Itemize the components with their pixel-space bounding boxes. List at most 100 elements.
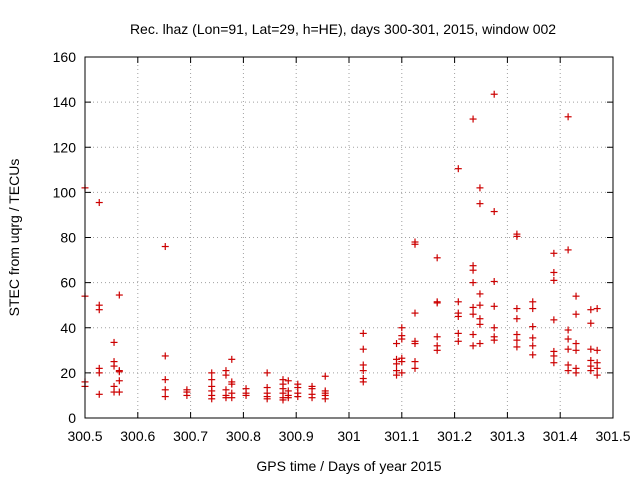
data-point bbox=[550, 268, 558, 276]
data-point bbox=[593, 346, 601, 354]
data-point bbox=[529, 323, 537, 331]
data-point bbox=[572, 292, 580, 300]
data-point bbox=[454, 165, 462, 173]
y-tick-label: 20 bbox=[60, 365, 76, 381]
data-point bbox=[95, 306, 103, 314]
data-point bbox=[490, 302, 498, 310]
data-point bbox=[490, 324, 498, 332]
y-tick-label: 100 bbox=[53, 184, 77, 200]
data-point bbox=[593, 305, 601, 313]
data-point bbox=[513, 305, 521, 313]
data-point bbox=[564, 246, 572, 254]
data-point bbox=[321, 395, 329, 403]
data-point bbox=[263, 369, 271, 377]
x-tick-label: 300.9 bbox=[279, 428, 314, 444]
x-axis-title: GPS time / Days of year 2015 bbox=[256, 458, 441, 474]
data-point bbox=[593, 371, 601, 379]
data-point bbox=[433, 333, 441, 341]
data-point bbox=[454, 312, 462, 320]
x-axis-ticks: 300.5 300.6 300.7 300.8 300.9 301 301.1 301.2 30… bbox=[67, 57, 631, 444]
data-point bbox=[550, 249, 558, 257]
data-point bbox=[228, 380, 236, 388]
data-point bbox=[284, 377, 292, 385]
data-point bbox=[513, 343, 521, 351]
data-point bbox=[433, 299, 441, 307]
data-point bbox=[564, 367, 572, 375]
data-point bbox=[228, 355, 236, 363]
y-tick-label: 40 bbox=[60, 320, 76, 336]
data-point bbox=[564, 345, 572, 353]
x-tick-label: 300.5 bbox=[67, 428, 102, 444]
data-point bbox=[161, 393, 169, 401]
x-tick-label: 300.6 bbox=[120, 428, 155, 444]
data-point bbox=[476, 340, 484, 348]
data-point bbox=[529, 298, 537, 306]
y-tick-label: 140 bbox=[53, 94, 77, 110]
y-tick-label: 60 bbox=[60, 275, 76, 291]
data-point bbox=[398, 369, 406, 377]
data-point bbox=[550, 316, 558, 324]
data-point bbox=[411, 240, 419, 248]
data-point bbox=[454, 298, 462, 306]
data-point bbox=[115, 388, 123, 396]
data-point bbox=[469, 331, 477, 339]
data-point bbox=[359, 345, 367, 353]
data-point bbox=[469, 266, 477, 274]
x-tick-label: 301.4 bbox=[543, 428, 578, 444]
chart-title: Rec. lhaz (Lon=91, Lat=29, h=HE), days 3… bbox=[130, 21, 556, 37]
data-point bbox=[433, 346, 441, 354]
data-point bbox=[469, 303, 477, 311]
data-point bbox=[469, 279, 477, 287]
data-point bbox=[587, 367, 595, 375]
data-point bbox=[263, 395, 271, 403]
data-point bbox=[161, 243, 169, 251]
data-point bbox=[208, 395, 216, 403]
data-point bbox=[411, 364, 419, 372]
x-tick-label: 300.8 bbox=[226, 428, 261, 444]
data-point bbox=[476, 320, 484, 328]
data-point bbox=[469, 115, 477, 123]
y-axis-ticks: 0 20 40 60 80 100 120 140 160 bbox=[53, 49, 613, 426]
data-point bbox=[564, 335, 572, 343]
plot-frame bbox=[84, 56, 614, 419]
data-point bbox=[110, 362, 118, 370]
data-point bbox=[411, 309, 419, 317]
data-point bbox=[550, 352, 558, 360]
data-point bbox=[529, 351, 537, 359]
data-point bbox=[529, 342, 537, 350]
data-point bbox=[454, 337, 462, 345]
y-tick-label: 160 bbox=[53, 49, 77, 65]
data-point bbox=[115, 368, 123, 376]
data-point bbox=[529, 334, 537, 342]
x-tick-label: 301.1 bbox=[384, 428, 419, 444]
data-point bbox=[398, 358, 406, 366]
data-point bbox=[490, 336, 498, 344]
data-point bbox=[490, 208, 498, 216]
data-point bbox=[490, 90, 498, 98]
data-point bbox=[359, 378, 367, 386]
data-point bbox=[476, 200, 484, 208]
grid-lines bbox=[85, 57, 613, 418]
data-point bbox=[398, 324, 406, 332]
data-point bbox=[398, 335, 406, 343]
y-tick-label: 120 bbox=[53, 139, 77, 155]
data-point bbox=[284, 394, 292, 402]
data-point bbox=[469, 310, 477, 318]
data-point bbox=[393, 371, 401, 379]
data-point bbox=[572, 340, 580, 348]
data-point bbox=[529, 305, 537, 313]
data-point bbox=[411, 358, 419, 366]
data-point bbox=[161, 386, 169, 394]
data-point bbox=[321, 372, 329, 380]
x-tick-label: 301.3 bbox=[490, 428, 525, 444]
y-axis-title: STEC from uqrg / TECUs bbox=[6, 159, 22, 317]
data-point bbox=[279, 396, 287, 404]
data-point bbox=[228, 394, 236, 402]
data-point bbox=[115, 291, 123, 299]
data-points bbox=[81, 90, 601, 404]
data-point bbox=[95, 390, 103, 398]
data-point bbox=[294, 393, 302, 401]
data-point bbox=[161, 352, 169, 360]
data-point bbox=[490, 277, 498, 285]
